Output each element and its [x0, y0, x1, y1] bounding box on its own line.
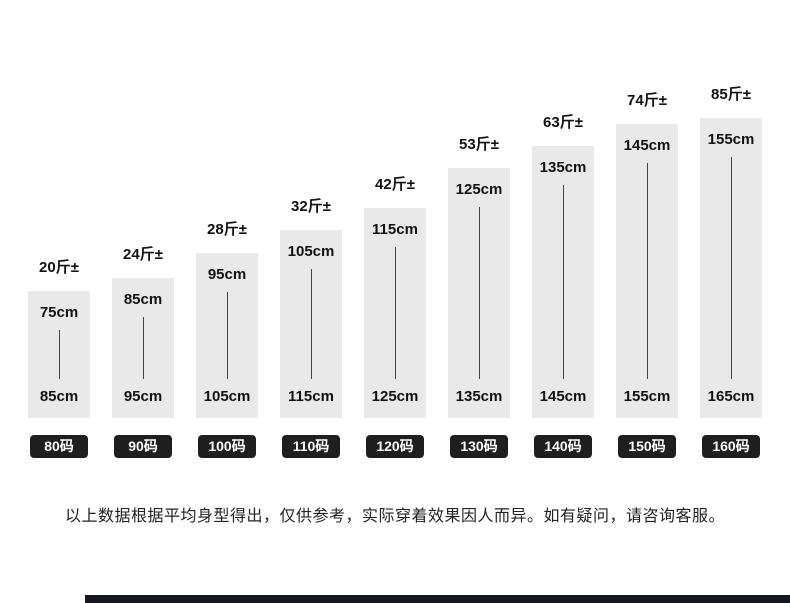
weight-label: 42斤±	[375, 176, 415, 193]
size-column: 28斤± 95cm 105cm 100码	[196, 218, 258, 458]
size-bar: 105cm 115cm	[280, 230, 342, 418]
bar-divider-line	[226, 292, 228, 379]
bar-divider-line	[310, 269, 312, 379]
weight-label: 85斤±	[711, 86, 751, 103]
size-bar: 95cm 105cm	[196, 253, 258, 418]
height-bottom-label: 165cm	[707, 388, 755, 405]
size-column: 63斤± 135cm 145cm 140码	[532, 111, 594, 458]
bar-divider-line	[646, 163, 648, 379]
size-badge: 140码	[534, 435, 592, 458]
weight-label: 20斤±	[39, 259, 79, 276]
height-bottom-label: 105cm	[203, 388, 251, 405]
size-badge: 110码	[282, 435, 340, 458]
size-badge: 100码	[198, 435, 256, 458]
bar-divider-line	[58, 330, 60, 379]
height-bottom-label: 135cm	[455, 388, 503, 405]
height-top-label: 125cm	[455, 181, 503, 198]
size-column: 53斤± 125cm 135cm 130码	[448, 133, 510, 458]
bar-divider-line	[730, 157, 732, 379]
height-top-label: 95cm	[207, 266, 247, 283]
height-top-label: 135cm	[539, 159, 587, 176]
size-chart: 20斤± 75cm 85cm 80码 24斤± 85cm 95cm 90码 28…	[28, 0, 762, 458]
weight-label: 24斤±	[123, 246, 163, 263]
size-badge: 150码	[618, 435, 676, 458]
size-bar: 155cm 165cm	[700, 118, 762, 418]
size-bar: 115cm 125cm	[364, 208, 426, 418]
height-top-label: 145cm	[623, 137, 671, 154]
size-badge: 90码	[114, 435, 172, 458]
bottom-divider-strip	[85, 595, 790, 603]
height-bottom-label: 115cm	[288, 388, 334, 405]
height-bottom-label: 155cm	[623, 388, 671, 405]
height-top-label: 115cm	[372, 221, 418, 238]
height-top-label: 155cm	[707, 131, 755, 148]
size-bar: 125cm 135cm	[448, 168, 510, 418]
height-top-label: 105cm	[287, 243, 335, 260]
size-column: 32斤± 105cm 115cm 110码	[280, 195, 342, 458]
size-bar: 145cm 155cm	[616, 124, 678, 418]
size-bar: 85cm 95cm	[112, 278, 174, 418]
size-badge: 130码	[450, 435, 508, 458]
size-badge: 80码	[30, 435, 88, 458]
height-bottom-label: 95cm	[123, 388, 163, 405]
chart-footnote: 以上数据根据平均身型得出，仅供参考，实际穿着效果因人而异。如有疑问，请咨询客服。	[64, 508, 725, 525]
weight-label: 74斤±	[627, 92, 667, 109]
bar-divider-line	[562, 185, 564, 379]
weight-label: 32斤±	[291, 198, 331, 215]
size-column: 24斤± 85cm 95cm 90码	[112, 243, 174, 458]
weight-label: 53斤±	[459, 136, 499, 153]
height-bottom-label: 85cm	[39, 388, 79, 405]
size-bar: 135cm 145cm	[532, 146, 594, 418]
height-top-label: 75cm	[39, 304, 79, 321]
size-badge: 160码	[702, 435, 760, 458]
weight-label: 63斤±	[543, 114, 583, 131]
size-column: 85斤± 155cm 165cm 160码	[700, 83, 762, 458]
height-top-label: 85cm	[123, 291, 163, 308]
size-bar: 75cm 85cm	[28, 291, 90, 418]
size-badge: 120码	[366, 435, 424, 458]
bar-divider-line	[142, 317, 144, 379]
size-column: 74斤± 145cm 155cm 150码	[616, 89, 678, 458]
size-column: 42斤± 115cm 125cm 120码	[364, 173, 426, 458]
size-column: 20斤± 75cm 85cm 80码	[28, 256, 90, 458]
weight-label: 28斤±	[207, 221, 247, 238]
height-bottom-label: 145cm	[539, 388, 587, 405]
height-bottom-label: 125cm	[371, 388, 419, 405]
bar-divider-line	[478, 207, 480, 379]
bar-divider-line	[394, 247, 396, 379]
